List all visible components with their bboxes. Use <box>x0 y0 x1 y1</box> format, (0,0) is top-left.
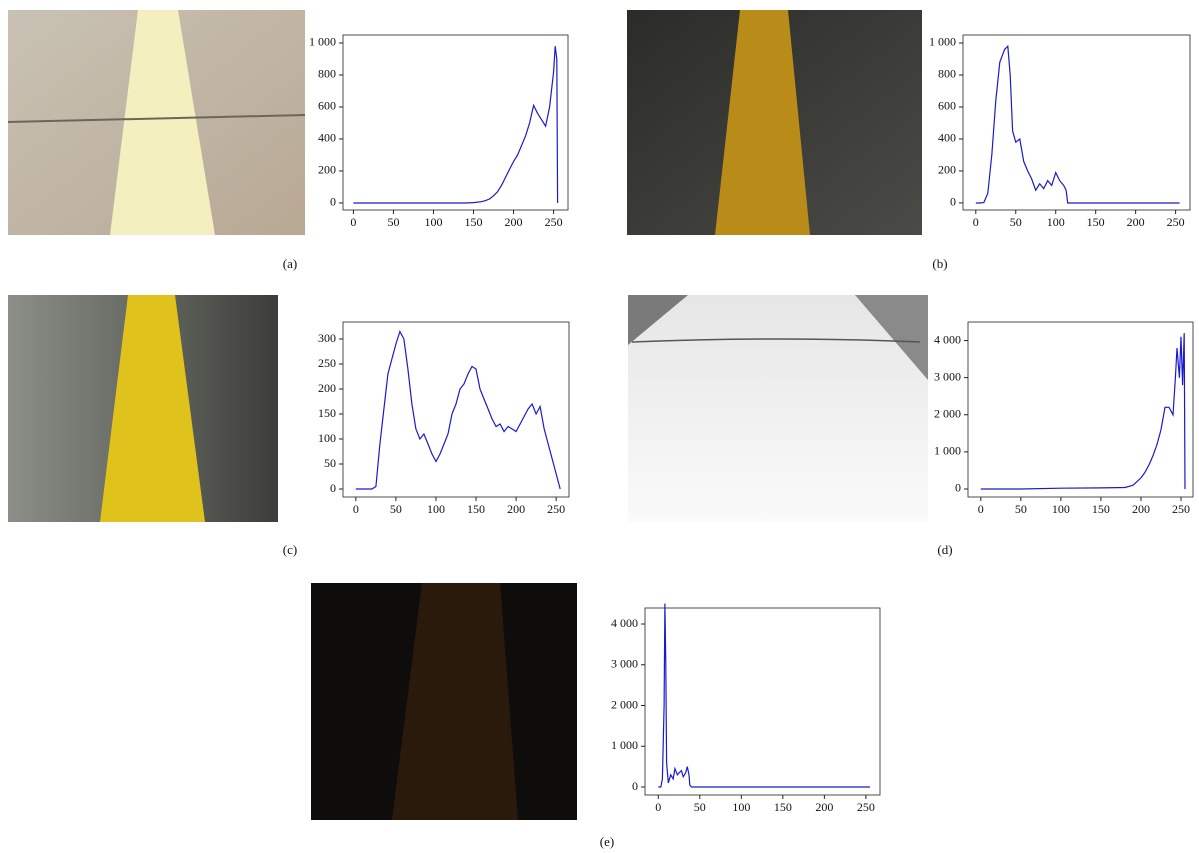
y-tick-label: 4 000 <box>611 616 638 630</box>
x-tick-label: 100 <box>424 215 442 229</box>
histogram-line <box>353 46 559 204</box>
x-tick-label: 250 <box>1172 502 1190 516</box>
plot-frame <box>644 607 881 796</box>
y-tick-label: 250 <box>318 356 336 370</box>
caption: (e) <box>600 834 614 849</box>
x-tick-label: 200 <box>815 800 833 814</box>
y-tick-label: 300 <box>318 331 336 345</box>
x-tick-label: 200 <box>1127 215 1145 229</box>
y-tick-label: 0 <box>330 195 336 209</box>
x-tick-label: 100 <box>427 502 445 516</box>
x-tick-label: 0 <box>655 800 661 814</box>
x-tick-label: 100 <box>1047 215 1065 229</box>
x-tick-label: 0 <box>353 502 359 516</box>
y-tick-label: 400 <box>318 131 336 145</box>
y-tick-label: 200 <box>318 163 336 177</box>
y-tick-label: 0 <box>632 779 638 793</box>
x-tick-label: 150 <box>1092 502 1110 516</box>
x-tick-label: 250 <box>1167 215 1185 229</box>
x-tick-label: 250 <box>547 502 565 516</box>
y-tick-label: 200 <box>318 381 336 395</box>
x-tick-label: 200 <box>1132 502 1150 516</box>
y-tick-label: 800 <box>938 67 956 81</box>
histogram-line <box>975 44 1180 204</box>
y-tick-label: 3 000 <box>934 369 961 383</box>
x-tick-label: 50 <box>390 502 402 516</box>
plot-frame <box>342 321 570 498</box>
x-tick-label: 250 <box>857 800 875 814</box>
y-tick-label: 4 000 <box>934 332 961 346</box>
histogram-line <box>980 333 1186 490</box>
y-tick-label: 0 <box>950 195 956 209</box>
photo-d <box>628 295 928 522</box>
y-tick-label: 50 <box>324 456 336 470</box>
histogram-line <box>658 603 870 788</box>
x-tick-label: 0 <box>350 215 356 229</box>
x-tick-label: 0 <box>973 215 979 229</box>
x-tick-label: 200 <box>507 502 525 516</box>
x-tick-label: 150 <box>467 502 485 516</box>
y-tick-label: 1 000 <box>309 35 336 49</box>
photo-b <box>627 10 922 235</box>
y-tick-label: 0 <box>330 481 336 495</box>
plot-frame <box>342 34 569 211</box>
y-tick-label: 800 <box>318 67 336 81</box>
x-tick-label: 150 <box>774 800 792 814</box>
plot-frame <box>962 34 1191 211</box>
y-tick-label: 200 <box>938 163 956 177</box>
x-tick-label: 50 <box>694 800 706 814</box>
caption: (c) <box>283 542 297 557</box>
x-tick-label: 50 <box>387 215 399 229</box>
x-tick-label: 150 <box>465 215 483 229</box>
x-tick-label: 0 <box>978 502 984 516</box>
x-tick-label: 50 <box>1010 215 1022 229</box>
y-tick-label: 2 000 <box>934 407 961 421</box>
histogram-line <box>355 329 561 490</box>
caption: (b) <box>932 256 947 271</box>
caption: (a) <box>283 256 297 271</box>
y-tick-label: 0 <box>955 481 961 495</box>
y-tick-label: 100 <box>318 431 336 445</box>
y-tick-label: 1 000 <box>929 35 956 49</box>
y-tick-label: 600 <box>938 99 956 113</box>
x-tick-label: 150 <box>1087 215 1105 229</box>
y-tick-label: 3 000 <box>611 657 638 671</box>
x-tick-label: 200 <box>505 215 523 229</box>
x-tick-label: 50 <box>1015 502 1027 516</box>
y-tick-label: 2 000 <box>611 697 638 711</box>
caption: (d) <box>937 542 952 557</box>
x-tick-label: 100 <box>732 800 750 814</box>
photo-c <box>8 295 278 522</box>
photo-a <box>7 10 306 235</box>
y-tick-label: 600 <box>318 99 336 113</box>
x-tick-label: 100 <box>1052 502 1070 516</box>
photo-e <box>311 583 577 820</box>
y-tick-label: 150 <box>318 406 336 420</box>
y-tick-label: 400 <box>938 131 956 145</box>
y-tick-label: 1 000 <box>611 738 638 752</box>
plot-frame <box>967 321 1194 498</box>
x-tick-label: 250 <box>545 215 563 229</box>
y-tick-label: 1 000 <box>934 444 961 458</box>
